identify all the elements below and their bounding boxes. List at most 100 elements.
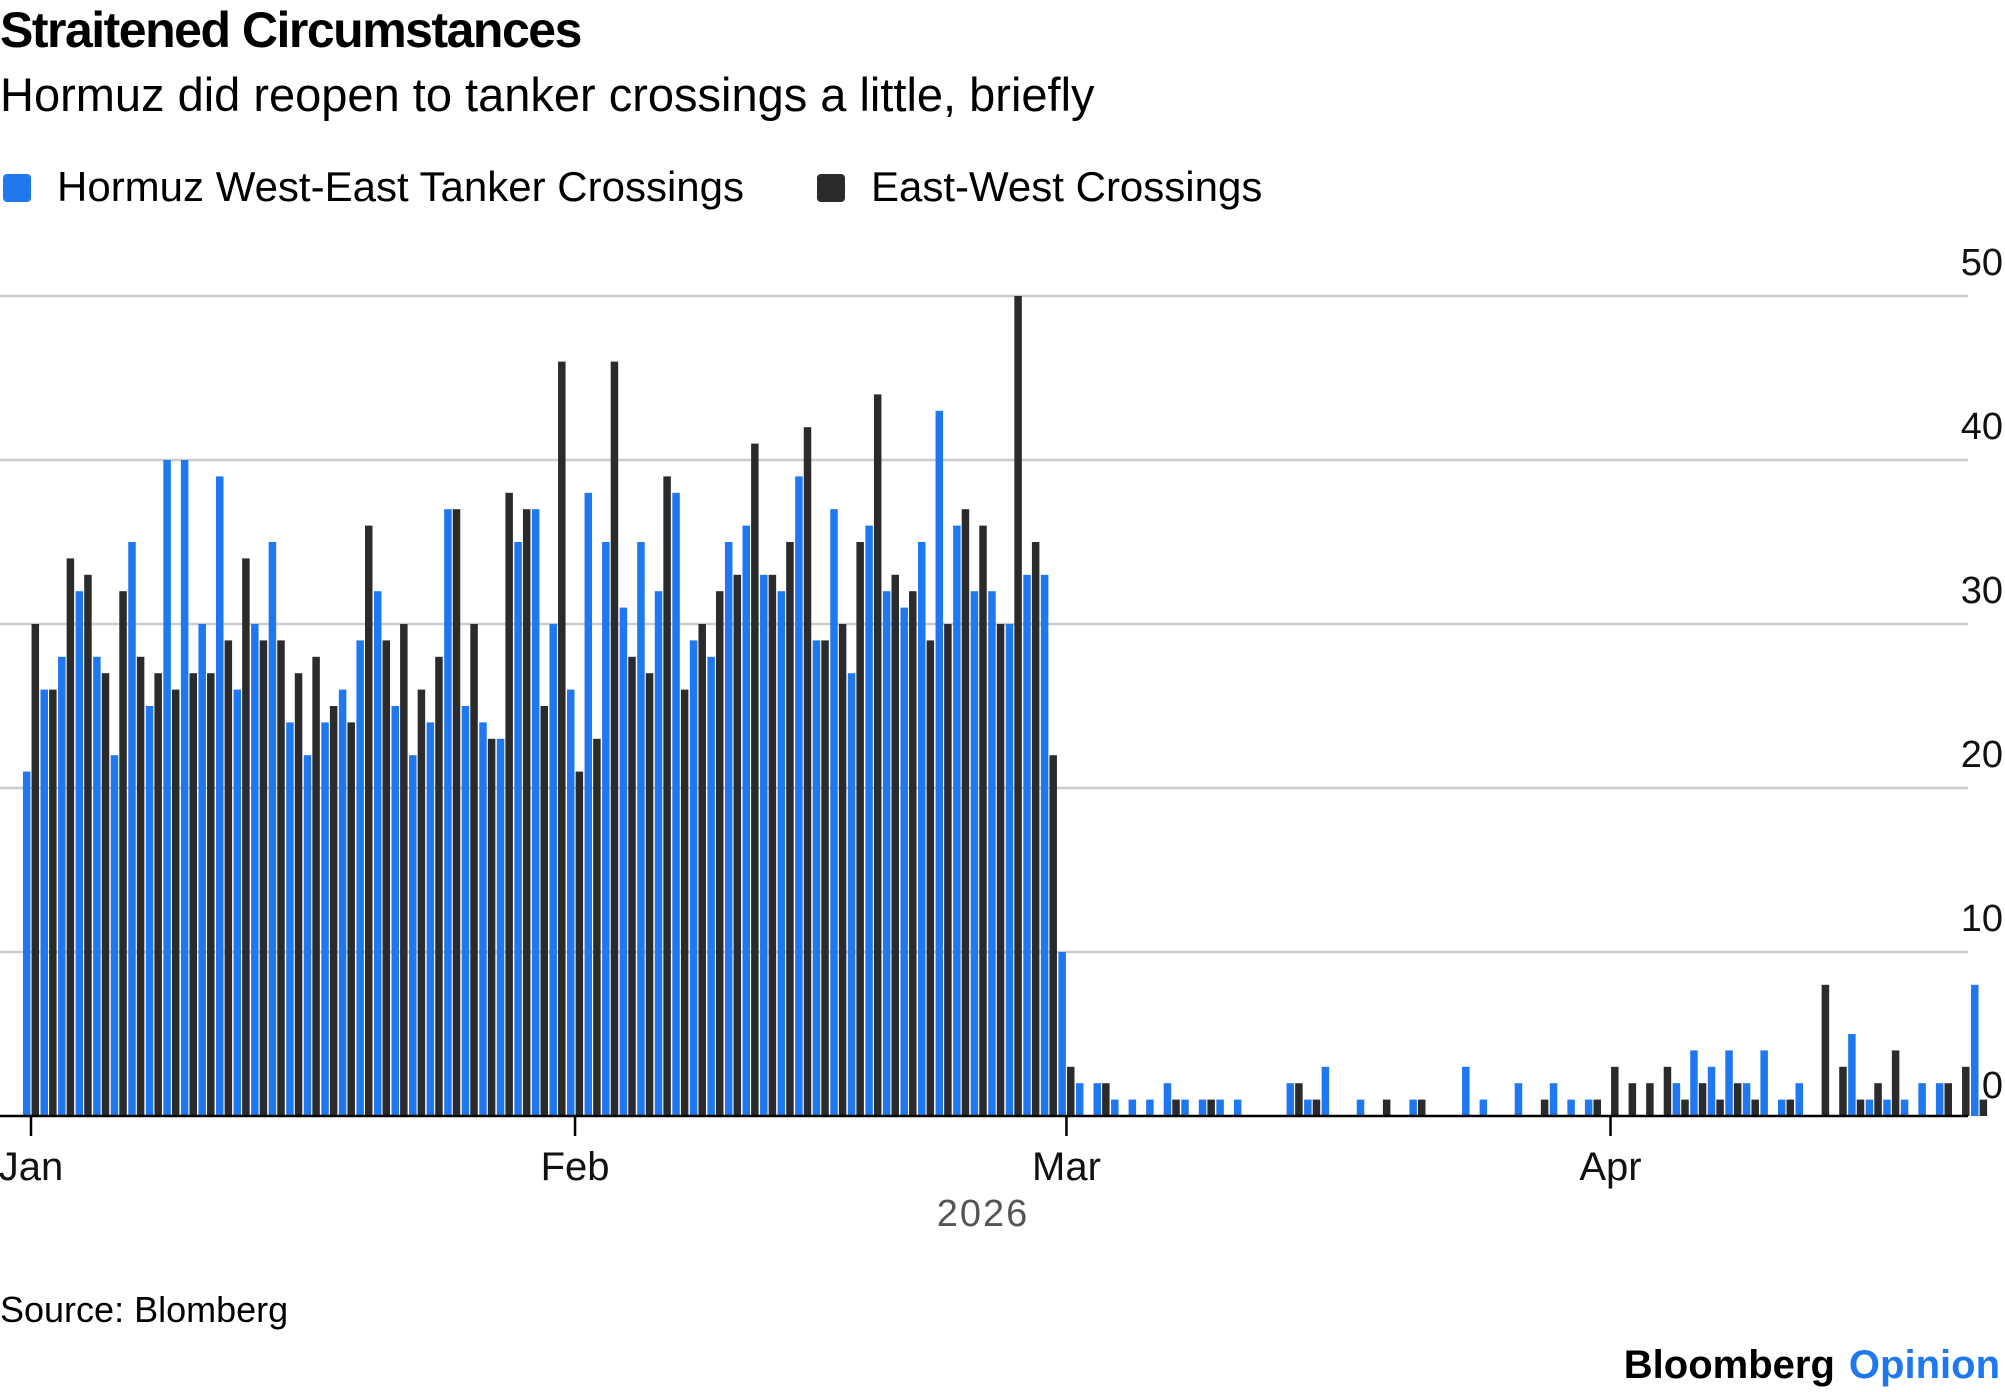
bar-west-east — [1865, 1099, 1874, 1116]
bar-east-west — [329, 706, 338, 1116]
bar-west-east — [251, 624, 259, 1116]
x-tick-label: Feb — [541, 1145, 610, 1189]
bar-east-west — [996, 624, 1005, 1116]
bar-west-east — [444, 509, 452, 1116]
bar-east-west — [558, 361, 566, 1117]
bar-west-east — [93, 656, 101, 1116]
bar-east-west — [1207, 1099, 1215, 1116]
bar-west-east — [1409, 1099, 1417, 1116]
bar-west-east — [1672, 1083, 1681, 1116]
bar-east-west — [1312, 1099, 1321, 1116]
bar-east-west — [382, 640, 391, 1116]
bar-west-east — [724, 542, 733, 1116]
bar-west-east — [496, 738, 505, 1116]
bar-east-west — [470, 624, 478, 1116]
bar-west-east — [1742, 1083, 1751, 1116]
bar-west-east — [900, 607, 908, 1116]
bar-west-east — [1567, 1099, 1575, 1116]
bar-east-west — [207, 673, 215, 1116]
bar-west-east — [321, 722, 329, 1116]
bar-west-east — [953, 525, 961, 1116]
bar-east-west — [66, 558, 75, 1116]
bar-east-west — [1663, 1066, 1672, 1116]
legend: Hormuz West-East Tanker Crossings East-W… — [3, 163, 1262, 210]
bar-east-west — [575, 771, 584, 1116]
bar-west-east — [1198, 1099, 1207, 1116]
bar-east-west — [1382, 1099, 1391, 1116]
bar-east-west — [838, 624, 847, 1116]
bar-east-west — [242, 558, 250, 1116]
bar-west-east — [233, 689, 242, 1116]
bar-east-west — [926, 640, 935, 1116]
bar-west-east — [514, 542, 522, 1116]
bar-west-east — [1795, 1083, 1803, 1116]
bar-west-east — [707, 656, 715, 1116]
bar-west-east — [216, 476, 224, 1116]
bar-east-west — [1821, 984, 1830, 1116]
bar-east-west — [49, 689, 57, 1116]
chart-subtitle: Hormuz did reopen to tanker crossings a … — [0, 68, 1095, 121]
bar-west-east — [1111, 1099, 1119, 1116]
bar-east-west — [698, 624, 706, 1116]
bar-west-east — [1128, 1099, 1137, 1116]
bar-east-west — [610, 361, 619, 1117]
bar-east-west — [1681, 1099, 1689, 1116]
bar-west-east — [1075, 1083, 1084, 1116]
bar-west-east — [198, 624, 206, 1116]
bar-east-west — [979, 525, 987, 1116]
bar-west-east — [409, 755, 417, 1116]
bar-west-east — [654, 591, 663, 1116]
bar-west-east — [180, 460, 189, 1116]
bar-west-east — [286, 722, 294, 1116]
bar-east-west — [1786, 1099, 1795, 1116]
bar-east-west — [1962, 1066, 1970, 1116]
x-axis-year-label: 2026 — [937, 1193, 1030, 1235]
bar-east-west — [487, 738, 496, 1116]
bar-west-east — [549, 624, 557, 1116]
bar-east-west — [154, 673, 162, 1116]
bar-east-west — [1944, 1083, 1952, 1116]
bar-east-west — [171, 689, 180, 1116]
x-tick-label: Apr — [1579, 1145, 1641, 1189]
bar-west-east — [882, 591, 891, 1116]
y-tick-label: 50 — [1961, 242, 2003, 284]
bar-west-east — [602, 542, 610, 1116]
y-tick-label: 0 — [1982, 1065, 2003, 1107]
y-tick-label: 10 — [1961, 898, 2003, 940]
x-axis: Jan Feb Mar Apr — [0, 1114, 1968, 1189]
bar-west-east — [128, 542, 136, 1116]
bar-east-west — [821, 640, 829, 1116]
bar-east-west — [680, 689, 689, 1116]
y-tick-label: 30 — [1961, 570, 2003, 612]
bar-west-east — [637, 542, 645, 1116]
bar-west-east — [1304, 1099, 1312, 1116]
bar-east-west — [84, 574, 92, 1116]
bar-west-east — [1321, 1066, 1330, 1116]
bar-west-east — [110, 755, 119, 1116]
bar-west-east — [1356, 1099, 1365, 1116]
bar-east-west — [751, 443, 759, 1117]
bar-east-west — [119, 591, 127, 1116]
bar-west-east — [22, 771, 31, 1116]
bar-east-west — [435, 656, 443, 1116]
bar-east-west — [1891, 1050, 1900, 1116]
bar-east-west — [347, 722, 355, 1116]
bar-west-east — [1005, 624, 1014, 1116]
bar-west-east — [1093, 1083, 1101, 1116]
bar-west-east — [1549, 1083, 1558, 1116]
bar-west-east — [391, 706, 399, 1116]
bar-east-west — [1295, 1083, 1303, 1116]
bar-east-west — [1839, 1066, 1847, 1116]
bar-east-west — [961, 509, 970, 1116]
bar-east-west — [31, 624, 40, 1116]
x-tick-label: Mar — [1032, 1145, 1101, 1189]
bar-west-east — [567, 689, 575, 1116]
bar-east-west — [1751, 1099, 1759, 1116]
bar-east-west — [452, 509, 461, 1116]
bar-west-east — [1935, 1083, 1944, 1116]
bar-east-west — [417, 689, 426, 1116]
bar-east-west — [224, 640, 233, 1116]
bar-west-east — [742, 525, 750, 1116]
bar-east-west — [505, 492, 513, 1116]
legend-label-east-west: East-West Crossings — [871, 163, 1262, 210]
